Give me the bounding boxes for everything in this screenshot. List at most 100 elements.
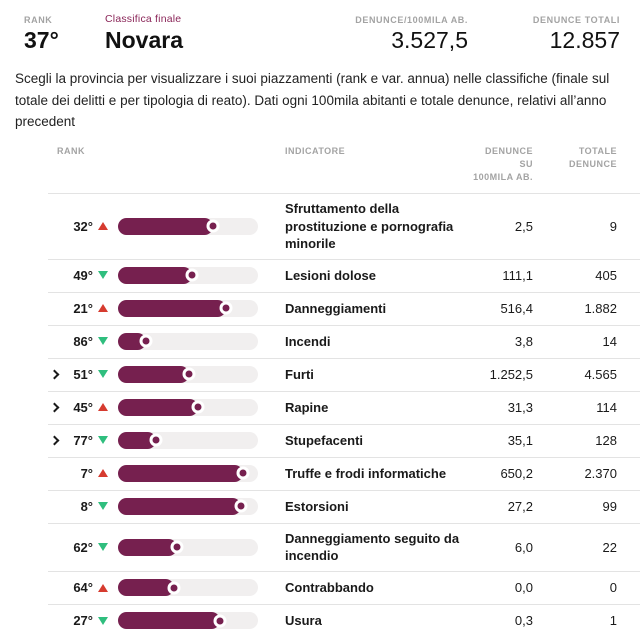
expand-chevron-icon[interactable] — [49, 435, 60, 446]
total-value: 2.370 — [584, 465, 617, 481]
rank-bar-fill — [118, 266, 193, 284]
rank-cell: 64° — [68, 580, 108, 595]
per100k-value: 31,3 — [507, 399, 533, 415]
indicator-name: Stupefacenti — [285, 432, 364, 448]
total-value: 22 — [602, 539, 617, 555]
rank-bar-fill — [118, 497, 242, 515]
rank-bar-fill — [118, 431, 156, 449]
indicator-name: Contrabbando — [285, 580, 374, 596]
rank-bar-knob — [206, 219, 220, 233]
rank-cell: 86° — [68, 334, 108, 349]
column-header-indicator: INDICATORE — [285, 146, 346, 157]
indicator-name: Usura — [285, 613, 322, 629]
summary-rank-label: RANK — [24, 15, 53, 25]
rank-cell: 62° — [68, 540, 108, 555]
table-row[interactable]: 77° Stupefacenti 35,1 128 — [0, 423, 640, 457]
total-value: 114 — [596, 399, 617, 415]
rank-bar-fill — [118, 612, 221, 630]
expand-chevron-icon[interactable] — [49, 369, 60, 380]
column-header-rank: RANK — [57, 146, 85, 157]
table-row: 7° Truffe e frodi informatiche 650,2 2.3… — [0, 456, 640, 490]
rank-bar-knob — [182, 367, 196, 381]
rank-bar-track — [118, 365, 258, 383]
trend-icon — [98, 502, 108, 511]
trend-icon — [98, 370, 108, 379]
rank-cell: 7° — [68, 466, 108, 481]
rank-bar-knob — [236, 466, 250, 480]
expand-chevron-icon[interactable] — [49, 402, 60, 413]
trend-icon — [98, 436, 108, 445]
rank-cell: 45° — [68, 400, 108, 415]
rank-bar-knob — [139, 334, 153, 348]
total-value: 128 — [595, 432, 617, 448]
table-row: 49° Lesioni dolose 111,1 405 — [0, 258, 640, 292]
rank-bar-knob — [219, 301, 233, 315]
rank-bar-knob — [191, 400, 205, 414]
rank-cell: 27° — [68, 613, 108, 628]
rank-value: 45° — [73, 399, 93, 415]
summary-per100k-value: 3.527,5 — [391, 27, 468, 53]
summary-total-label: DENUNCE TOTALI — [532, 15, 620, 25]
rank-value: 7° — [80, 465, 93, 481]
rank-bar-fill — [118, 365, 190, 383]
rank-bar-track — [118, 464, 258, 482]
rank-bar-knob — [185, 268, 199, 282]
indicator-name: Truffe e frodi informatiche — [285, 465, 447, 481]
column-header-per100k: DENUNCE SU 100MILA AB. — [473, 146, 533, 183]
summary-rank-cell: RANK 37° — [24, 15, 105, 53]
indicator-name: Danneggiamento seguito da incendio — [285, 530, 460, 564]
table-body: 32° Sfruttamento della prostituzione e p… — [0, 193, 640, 637]
table-row: 27° Usura 0,3 1 — [0, 604, 640, 637]
table-row: 8° Estorsioni 27,2 99 — [0, 489, 640, 523]
rank-value: 8° — [80, 498, 93, 514]
table-header: RANK INDICATORE DENUNCE SU 100MILA AB. T… — [0, 145, 640, 193]
rank-bar-fill — [118, 217, 214, 235]
indicator-name: Incendi — [285, 333, 331, 349]
per100k-value: 0,0 — [514, 580, 533, 596]
per100k-value: 650,2 — [500, 465, 533, 481]
per100k-value: 6,0 — [514, 539, 533, 555]
trend-icon — [98, 583, 108, 592]
summary-per100k-label: DENUNCE/100MILA AB. — [355, 15, 468, 25]
rank-bar-fill — [118, 538, 177, 556]
rank-value: 64° — [73, 580, 93, 596]
rank-bar-knob — [234, 499, 248, 513]
total-value: 1.882 — [584, 300, 617, 316]
trend-icon — [98, 543, 108, 552]
rank-value: 86° — [73, 333, 93, 349]
table-row[interactable]: 45° Rapine 31,3 114 — [0, 390, 640, 424]
trend-icon — [98, 337, 108, 346]
table-row: 64° Contrabbando 0,0 0 — [0, 571, 640, 604]
province-name: Novara — [105, 27, 183, 53]
table-row: 32° Sfruttamento della prostituzione e p… — [0, 193, 640, 258]
summary-rank-value: 37° — [24, 27, 59, 53]
rank-bar-track — [118, 398, 258, 416]
description-text: Scegli la provincia per visualizzare i s… — [15, 71, 610, 129]
trend-icon — [98, 271, 108, 280]
rank-bar-track — [118, 431, 258, 449]
rank-bar-track — [118, 497, 258, 515]
total-value: 4.565 — [584, 366, 617, 382]
rank-bar-fill — [118, 579, 174, 597]
rank-cell: 8° — [68, 499, 108, 514]
trend-icon — [98, 403, 108, 412]
table-row: 86° Incendi 3,8 14 — [0, 324, 640, 358]
per100k-value: 0,3 — [514, 613, 533, 629]
total-value: 0 — [609, 580, 617, 596]
summary-per100k-cell: DENUNCE/100MILA AB. 3.527,5 — [268, 15, 468, 53]
rank-bar-knob — [167, 581, 181, 595]
rank-bar-track — [118, 612, 258, 630]
summary-header: RANK 37° Classifica finale Novara DENUNC… — [0, 0, 640, 53]
total-value: 405 — [595, 267, 617, 283]
rank-bar-knob — [213, 614, 227, 628]
rank-cell: 49° — [68, 268, 108, 283]
rank-bar-track — [118, 332, 258, 350]
per100k-value: 2,5 — [514, 218, 533, 234]
rank-bar-track — [118, 266, 258, 284]
rank-bar-fill — [118, 398, 198, 416]
rank-bar-fill — [118, 299, 226, 317]
indicator-name: Furti — [285, 366, 314, 382]
rank-bar-track — [118, 217, 258, 235]
table-row[interactable]: 51° Furti 1.252,5 4.565 — [0, 357, 640, 391]
trend-icon — [98, 616, 108, 625]
